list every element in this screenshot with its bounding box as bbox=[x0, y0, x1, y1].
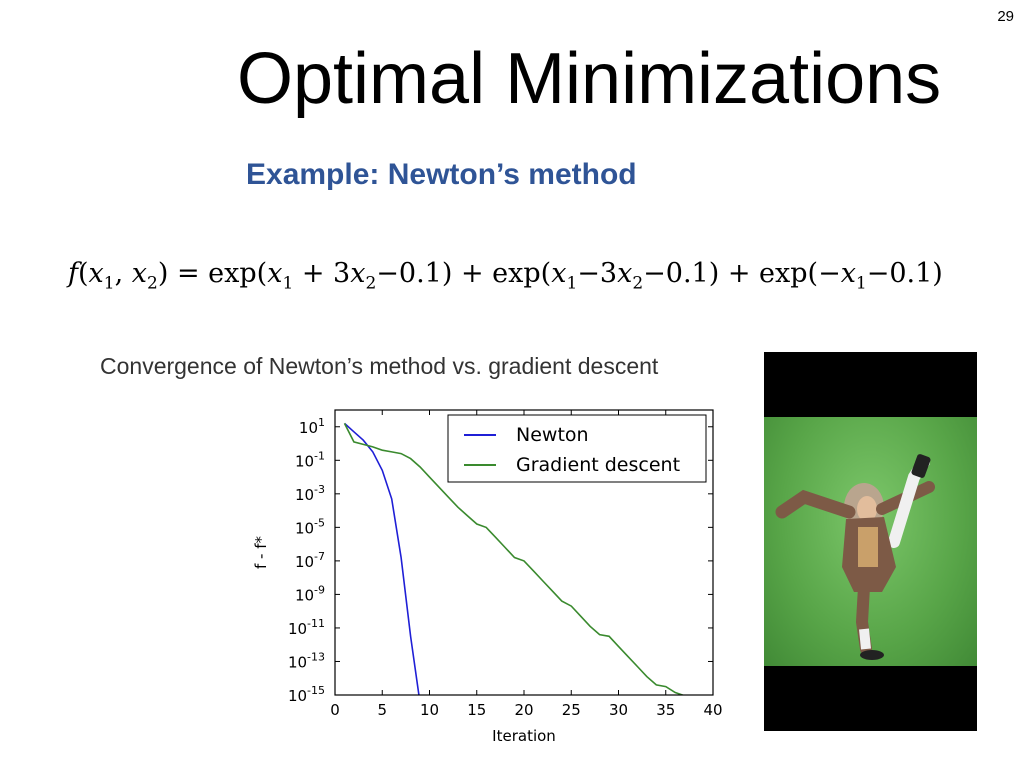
series-line-newton bbox=[343, 422, 420, 695]
chart-caption: Convergence of Newton’s method vs. gradi… bbox=[100, 353, 659, 379]
legend-box bbox=[447, 414, 707, 483]
legend-label: Newton bbox=[516, 424, 589, 446]
x-tick-label: 0 bbox=[330, 701, 340, 719]
x-tick-label: 5 bbox=[377, 701, 387, 719]
x-axis-label: Iteration bbox=[492, 727, 556, 745]
series-line-gradient-descent bbox=[343, 423, 685, 695]
x-tick-label: 30 bbox=[609, 701, 628, 719]
convergence-chart: 0 5 10 15 20 25 30 35 40 101 10-1 10-3 10-5 10-7 10-9 1… bbox=[252, 409, 723, 745]
y-tick-label: 10-9 bbox=[295, 583, 325, 604]
x-tick-label: 35 bbox=[656, 701, 675, 719]
video-content bbox=[764, 417, 977, 666]
x-tick-label: 15 bbox=[467, 701, 486, 719]
slide-subtitle: Example: Newton’s method bbox=[246, 158, 637, 191]
y-tick-label: 10-1 bbox=[295, 449, 325, 470]
page-number: 29 bbox=[997, 8, 1014, 25]
y-tick-label: 10-15 bbox=[288, 684, 325, 705]
y-axis-label: f - f* bbox=[252, 535, 270, 569]
y-tick-label: 101 bbox=[299, 416, 325, 437]
x-tick-label: 10 bbox=[420, 701, 439, 719]
slide-title: Optimal Minimizations bbox=[237, 39, 942, 119]
y-tick-label: 10-13 bbox=[288, 650, 325, 671]
y-tick-label: 10-11 bbox=[288, 617, 325, 638]
formula-lhs: f(x1, x2) bbox=[68, 258, 169, 294]
video-frame[interactable] bbox=[764, 352, 977, 731]
y-tick-label: 10-7 bbox=[295, 550, 325, 571]
y-tick-label: 10-3 bbox=[295, 483, 325, 504]
objective-formula: f(x1, x2) = exp(x1 + 3x2−0.1) + exp(x1−3… bbox=[68, 258, 943, 294]
x-tick-label: 25 bbox=[562, 701, 581, 719]
x-tick-label: 20 bbox=[514, 701, 533, 719]
y-tick-label: 10-5 bbox=[295, 516, 325, 537]
person-dancing-icon bbox=[775, 454, 935, 660]
legend-label: Gradient descent bbox=[516, 454, 680, 476]
x-tick-label: 40 bbox=[703, 701, 722, 719]
